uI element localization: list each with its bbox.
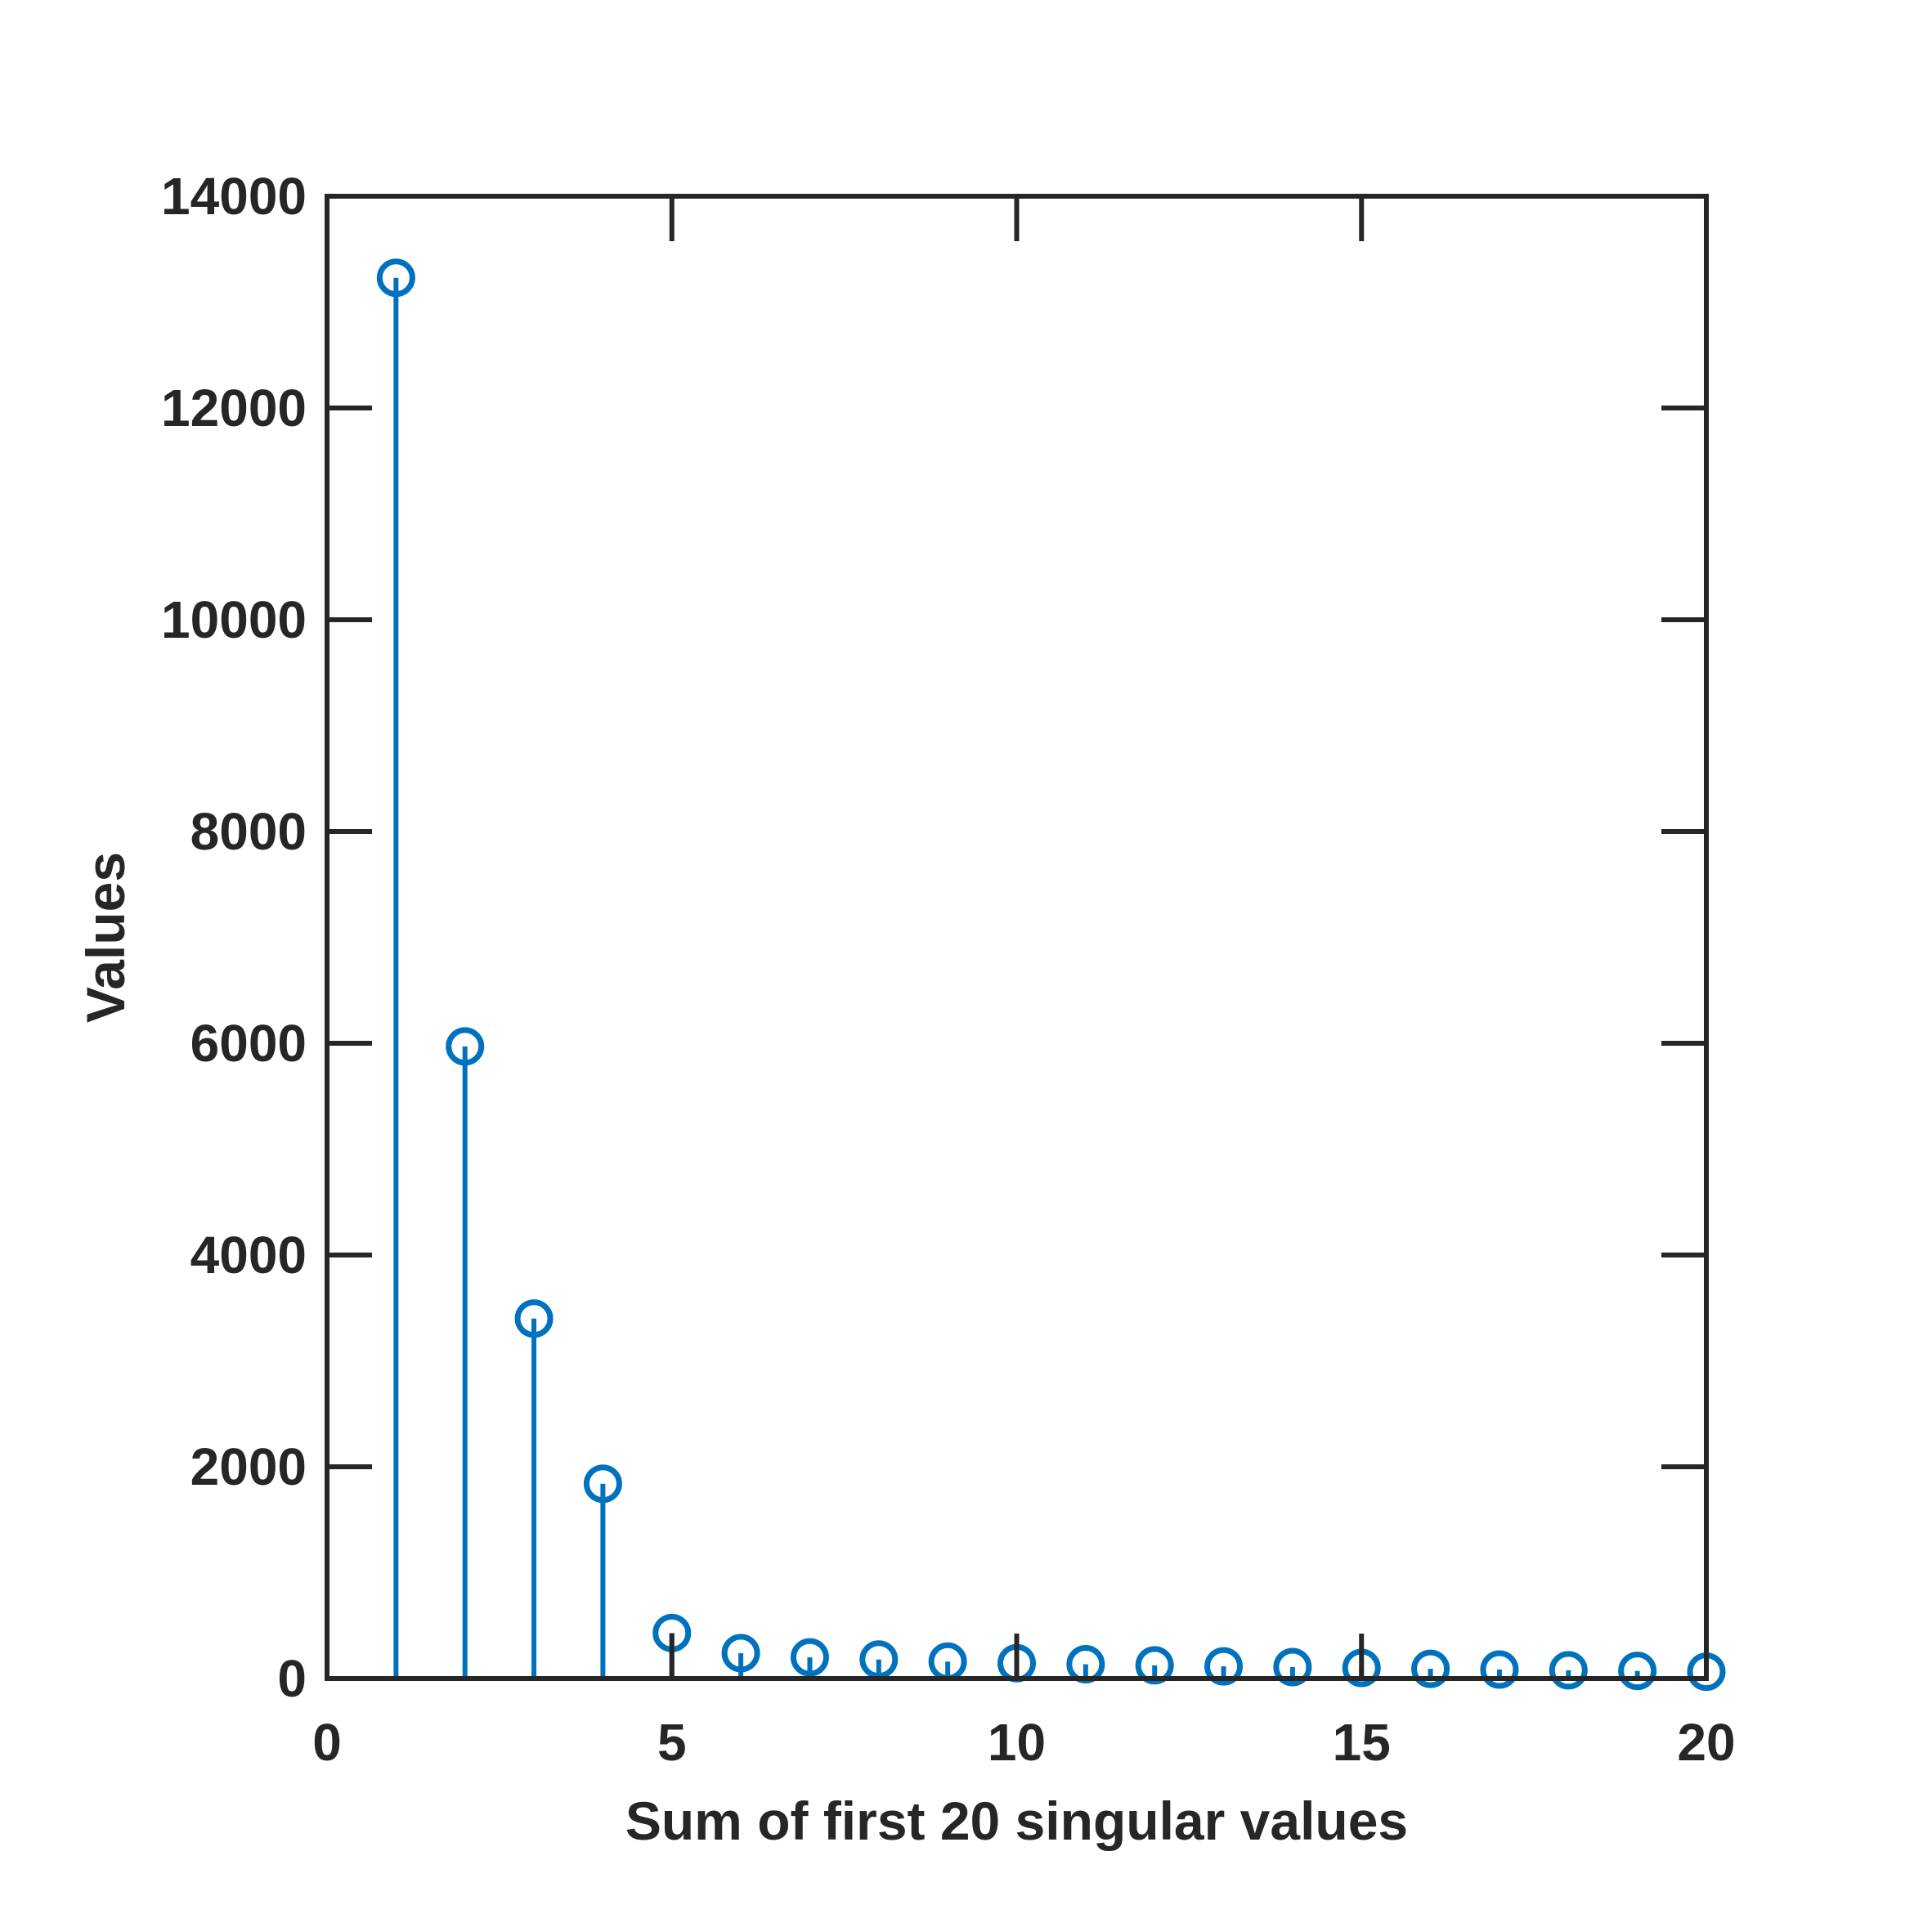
y-tick-label: 10000 (161, 590, 307, 649)
x-tick-label: 20 (1677, 1713, 1735, 1772)
x-axis-title: Sum of first 20 singular values (625, 1791, 1408, 1851)
y-axis-title: Values (75, 852, 136, 1023)
stem-marker (1273, 1647, 1312, 1687)
y-tick-label: 12000 (161, 379, 307, 437)
stem-marker (1204, 1647, 1244, 1686)
axis-tick-labels: 0 5 10 15 20 0 2000 4000 6000 8000 10000 12000 14000 (161, 167, 1736, 1772)
y-tick-label: 8000 (191, 802, 307, 861)
stem-marker (1135, 1646, 1174, 1685)
x-tick-label: 10 (988, 1713, 1046, 1772)
stem-marker (583, 1464, 622, 1504)
stem-marker (1549, 1651, 1588, 1690)
data-series (376, 258, 1726, 1692)
stem-marker (859, 1640, 899, 1679)
axis-ticks (325, 194, 1709, 1681)
y-tick-label: 4000 (191, 1226, 307, 1284)
stem-marker (514, 1299, 554, 1338)
stem-marker (1480, 1650, 1519, 1689)
stem-marker (1618, 1652, 1657, 1691)
y-tick-label: 14000 (161, 167, 307, 226)
stem-marker (790, 1638, 829, 1677)
y-tick-label: 2000 (191, 1437, 307, 1496)
y-tick-label: 6000 (191, 1014, 307, 1073)
x-tick-label: 5 (657, 1713, 687, 1772)
x-tick-label: 0 (312, 1713, 342, 1772)
y-tick-label: 0 (277, 1649, 307, 1708)
stem-marker (1411, 1649, 1450, 1688)
stem-marker (721, 1634, 760, 1673)
x-tick-label: 15 (1333, 1713, 1391, 1772)
stem-marker (446, 1027, 485, 1066)
stem-marker (376, 258, 415, 298)
